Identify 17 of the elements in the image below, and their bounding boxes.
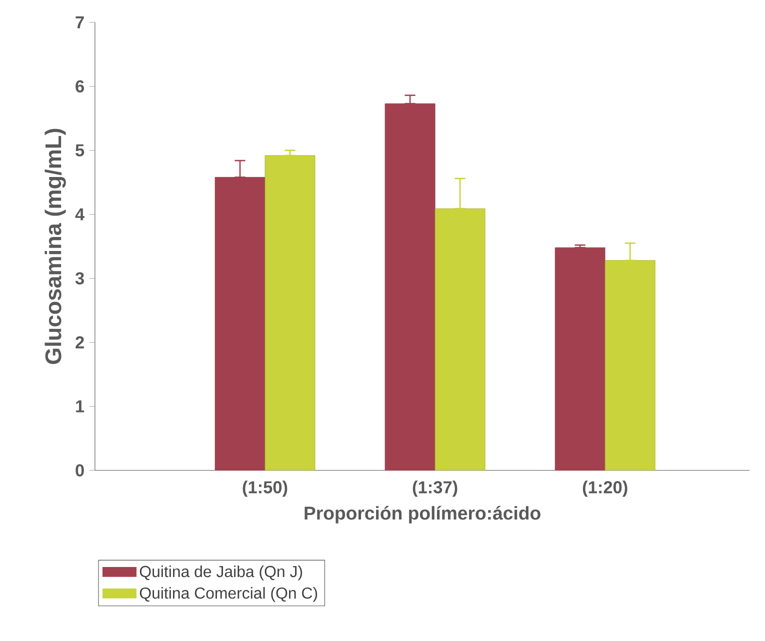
y-tick-label: 3 [75, 272, 84, 284]
bar [554, 247, 606, 470]
y-axis-title: Glucosamina (mg/mL) [44, 128, 66, 364]
x-axis-title: Proporción polímero:ácido [304, 506, 540, 524]
x-tick-label: (1:50) [242, 480, 288, 497]
bar [264, 155, 316, 470]
legend-label: Quitina Comercial (Qn C) [140, 587, 318, 602]
y-tick-label: 4 [75, 208, 85, 220]
y-tick-label: 2 [76, 336, 84, 348]
y-tick-label: 1 [76, 400, 84, 412]
x-tick-label: (1:20) [582, 480, 628, 497]
x-tick-label: (1:37) [412, 480, 458, 497]
y-tick-label: 6 [76, 80, 84, 92]
legend-label: Quitina de Jaiba (Qn J) [140, 566, 302, 580]
y-tick-label: 5 [76, 144, 84, 156]
y-tick-label: 0 [76, 464, 84, 476]
y-tick-label: 7 [76, 16, 84, 28]
